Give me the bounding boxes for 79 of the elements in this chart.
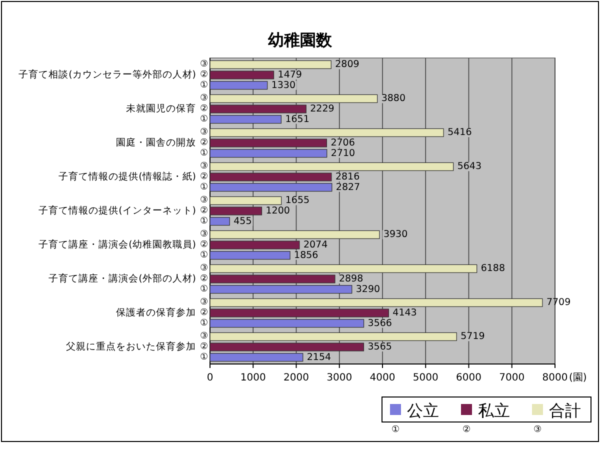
data-label: 2074 [303,240,328,250]
x-tick-label: 5000 [412,372,438,384]
x-tick-label: 6000 [456,372,482,384]
legend-label: 合計 [549,401,581,420]
text: ③ [200,230,208,240]
data-label: 2154 [306,352,332,363]
text: ① [391,425,400,435]
text: ① [200,352,208,362]
y-tick-label: 子育て情報の提供(情報誌・紙) [58,170,196,182]
data-label: 2827 [336,182,360,193]
text: ② [200,206,208,216]
data-label: 3566 [368,318,392,329]
text: ② [200,172,208,182]
y-tick-label: 園庭・園舎の開放 [116,136,196,148]
y-tick-label: 未就園児の保育 [126,102,196,114]
data-label: 2809 [335,59,360,70]
text: ① [200,148,208,158]
data-label: 6188 [480,263,506,274]
text: ① [200,318,208,328]
data-label: 2816 [335,172,360,182]
x-tick-label: 8000 [542,372,568,384]
text: ① [200,250,208,260]
x-tick-label: 7000 [499,372,525,384]
data-label: 2706 [330,138,355,148]
y-tick-label: 保護者の保育参加 [116,306,196,318]
text: ② [200,342,208,352]
data-label: 3565 [368,342,392,352]
data-label: 1200 [266,206,290,216]
legend-label: 私立 [478,401,510,420]
y-tick-label: 子育て講座・講演会(外部の人材) [48,272,196,284]
text: ③ [200,94,208,104]
text: ① [200,216,208,226]
text: ③ [533,425,542,435]
text: ② [200,138,208,148]
data-label: 3930 [383,229,408,240]
text: ① [200,114,208,124]
text: ② [200,274,208,284]
text: ③ [200,264,208,274]
data-label: 5719 [460,331,485,342]
y-tick-label: 子育て情報の提供(インターネット) [38,204,196,216]
text: ② [200,70,208,80]
data-label: 1479 [278,70,302,80]
data-label: 455 [234,216,252,227]
text: ① [200,80,208,90]
x-tick-label: 0 [206,372,214,384]
data-label: 2229 [310,104,334,114]
data-label: 1856 [294,250,318,261]
text: ③ [200,128,208,138]
y-tick-label: 父親に重点をおいた保育参加 [66,340,196,352]
data-label: 2710 [330,148,356,159]
text: ② [200,240,208,250]
data-label: 2898 [338,274,364,284]
text: ① [200,284,208,294]
data-label: 5643 [457,161,482,172]
x-tick-label: 4000 [370,372,396,384]
y-tick-label: 子育て講座・講演会(幼稚園教職員) [38,238,196,250]
x-tick-label: 3000 [326,372,352,384]
text: ③ [200,162,208,172]
text: ② [200,308,208,318]
x-tick-label: 2000 [284,372,309,384]
data-label: 5416 [448,127,472,138]
data-label: 3880 [381,93,406,104]
text: ③ [200,298,208,308]
text: ③ [200,196,208,206]
text: ② [462,425,471,435]
legend-label: 公立 [407,401,439,420]
data-label: 1651 [285,114,310,125]
data-label: 3290 [356,284,380,295]
text: ② [200,104,208,114]
data-label: 1330 [271,80,296,91]
y-tick-label: 子育て相談(カウンセラー等外部の人材) [18,68,196,80]
text: ③ [200,332,208,342]
data-label: 1655 [285,195,310,206]
text: ① [200,182,208,192]
chart-title: 幼稚園数 [268,30,333,50]
x-axis-title: (園) [569,372,587,384]
data-label: 4143 [392,308,417,318]
x-tick-label: 1000 [240,372,266,384]
text: ③ [200,60,208,70]
